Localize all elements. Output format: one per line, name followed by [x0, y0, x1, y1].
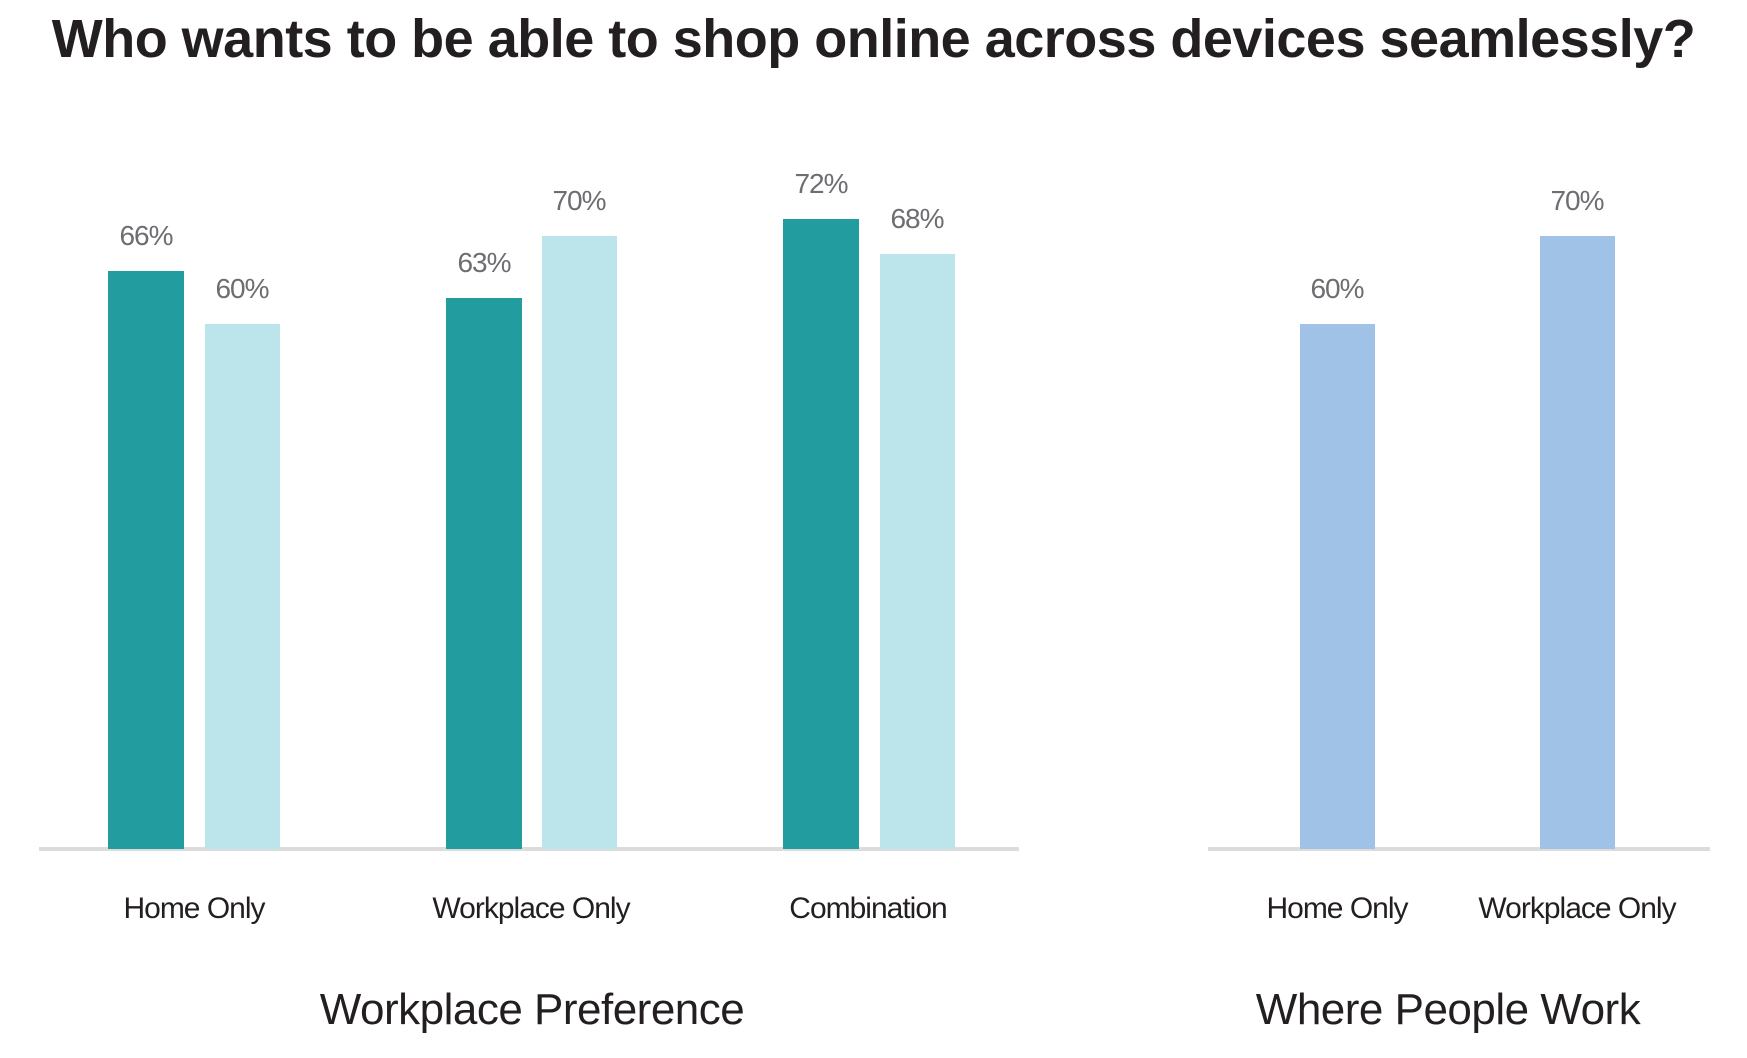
bar-workplace-only: [1540, 236, 1615, 849]
data-label: 70%: [1550, 185, 1604, 216]
bar-combination-series1: [783, 219, 859, 849]
bar-home-only-series2: [205, 324, 280, 849]
category-label: Workplace Only: [432, 892, 630, 925]
bar-combination-series2: [880, 254, 955, 849]
panel-subtitle: Where People Work: [1255, 985, 1641, 1034]
category-label: Home Only: [123, 892, 265, 925]
data-label: 66%: [119, 220, 173, 251]
x-axis-line: [1208, 847, 1710, 851]
category-label: Home Only: [1266, 892, 1408, 925]
data-label: 60%: [1310, 273, 1364, 304]
data-label: 60%: [215, 273, 269, 304]
bar-home-only: [1300, 324, 1375, 849]
panel-subtitle: Workplace Preference: [319, 985, 745, 1034]
data-label: 72%: [794, 168, 848, 199]
bar-workplace-only-series2: [542, 236, 617, 849]
data-label: 63%: [457, 247, 511, 278]
category-label: Combination: [789, 892, 947, 925]
bar-home-only-series1: [108, 271, 184, 849]
category-label: Workplace Only: [1478, 892, 1676, 925]
chart-title: Who wants to be able to shop online acro…: [51, 9, 1696, 69]
data-label: 68%: [890, 203, 944, 234]
bar-workplace-only-series1: [446, 298, 522, 849]
data-label: 70%: [552, 185, 606, 216]
x-axis-line: [39, 847, 1019, 851]
